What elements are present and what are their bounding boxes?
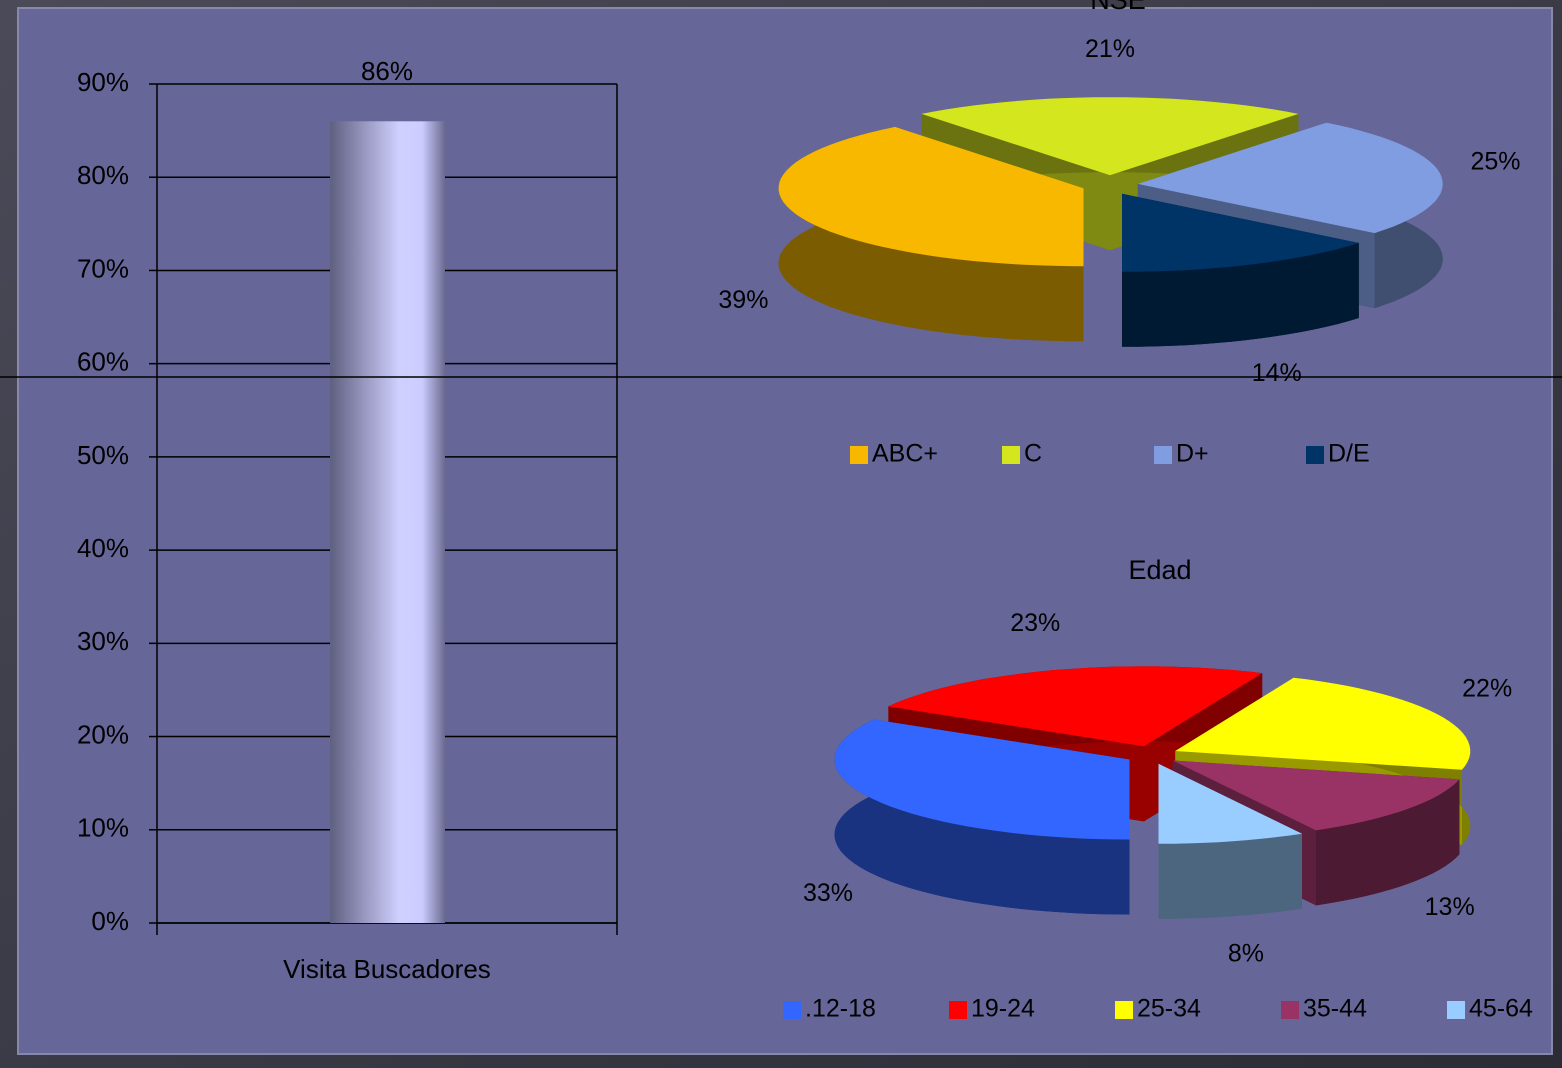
chart-title: NSE	[1090, 0, 1146, 15]
x-tick-label: Visita Buscadores	[283, 954, 491, 984]
data-label: 39%	[718, 286, 768, 314]
legend-swatch	[783, 1001, 801, 1019]
data-label: 33%	[803, 879, 853, 907]
y-tick-label: 60%	[77, 347, 129, 377]
legend-swatch	[1447, 1001, 1465, 1019]
data-label: 14%	[1252, 359, 1302, 387]
slice-top	[834, 719, 1130, 840]
data-label: 22%	[1462, 674, 1512, 702]
slice-side	[1122, 243, 1359, 347]
legend-label: ABC+	[872, 440, 938, 468]
chart-title: Edad	[1128, 555, 1191, 585]
pie-slice	[778, 126, 1084, 342]
y-tick-label: 20%	[77, 719, 129, 749]
y-tick-label: 0%	[91, 906, 129, 936]
y-tick-label: 40%	[77, 533, 129, 563]
slice-top	[778, 126, 1084, 267]
slice-side	[834, 719, 1130, 915]
bar	[330, 121, 445, 924]
legend-swatch	[1154, 446, 1172, 464]
data-label: 13%	[1425, 893, 1475, 921]
data-label: 25%	[1470, 148, 1520, 176]
y-tick-label: 90%	[77, 67, 129, 97]
legend-label: .12-18	[805, 995, 876, 1023]
legend-swatch	[949, 1001, 967, 1019]
legend-label: D/E	[1328, 440, 1370, 468]
slice-side	[1158, 833, 1302, 919]
data-label: 8%	[1228, 940, 1264, 968]
pie-slice	[834, 719, 1130, 915]
slice-top	[921, 97, 1299, 176]
legend-swatch	[1002, 446, 1020, 464]
y-tick-label: 30%	[77, 626, 129, 656]
data-label: 21%	[1085, 35, 1135, 63]
data-label: 86%	[361, 56, 413, 86]
slice-top	[1137, 122, 1443, 234]
legend-swatch	[1281, 1001, 1299, 1019]
legend-swatch	[850, 446, 868, 464]
y-tick-label: 50%	[77, 440, 129, 470]
slice-top	[1175, 677, 1471, 770]
legend-label: D+	[1176, 440, 1209, 468]
slice-side	[1316, 779, 1460, 906]
y-tick-label: 80%	[77, 160, 129, 190]
slice-top	[1158, 763, 1302, 844]
y-tick-label: 70%	[77, 253, 129, 283]
legend-label: 25-34	[1137, 995, 1201, 1023]
slice-top	[1122, 193, 1359, 272]
legend-label: 35-44	[1303, 995, 1367, 1023]
legend-label: C	[1024, 440, 1042, 468]
legend-label: 45-64	[1469, 995, 1533, 1023]
legend-swatch	[1115, 1001, 1133, 1019]
legend-swatch	[1306, 446, 1324, 464]
pie-slice	[1158, 763, 1302, 919]
legend-label: 19-24	[971, 995, 1035, 1023]
slice-top	[888, 666, 1263, 747]
pie-slice	[1122, 193, 1359, 347]
slice-top	[1172, 760, 1460, 831]
data-label: 23%	[1010, 609, 1060, 637]
y-tick-label: 10%	[77, 813, 129, 843]
